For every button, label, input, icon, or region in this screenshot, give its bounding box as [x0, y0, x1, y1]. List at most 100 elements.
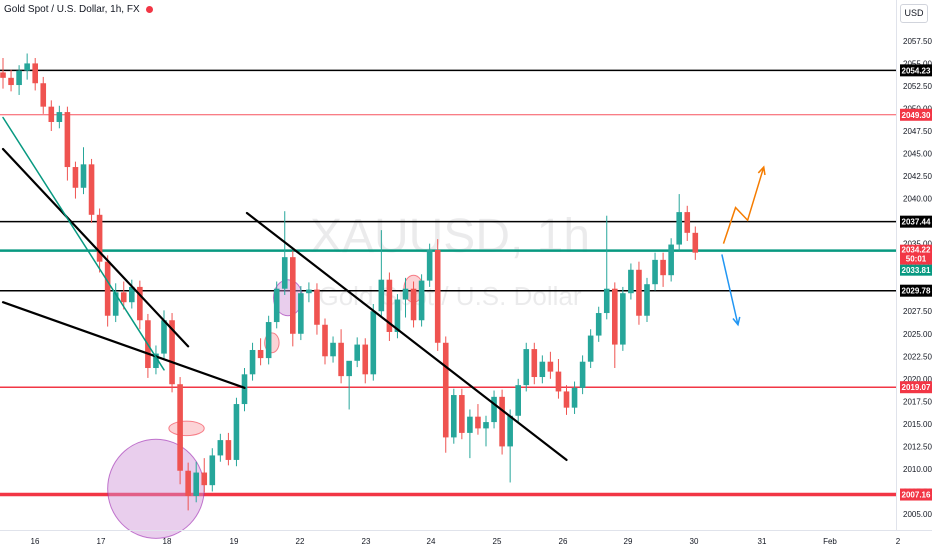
time-tick-label: 16	[31, 537, 40, 546]
trend-line[interactable]	[2, 116, 165, 371]
highlight-ellipse[interactable]	[168, 420, 205, 437]
candle-body	[88, 164, 95, 215]
candle-body	[652, 259, 658, 285]
candle-body	[354, 344, 360, 361]
candle-body	[612, 288, 618, 345]
trend-line[interactable]	[1, 147, 190, 348]
price-tick-label: 2047.50	[903, 127, 932, 136]
price-tick-label: 2055.00	[903, 59, 932, 68]
candle-body	[442, 342, 449, 438]
candle-body	[483, 422, 489, 429]
candle-body	[120, 292, 127, 303]
candle-body	[346, 360, 352, 377]
candle-body	[676, 212, 682, 245]
candle-body	[306, 289, 312, 294]
price-level-label: 2049.30	[902, 111, 931, 120]
currency-selector[interactable]: USD	[900, 4, 928, 23]
projection-path[interactable]	[722, 166, 765, 244]
low-price-label: 2033.81	[902, 266, 931, 275]
candle-body	[571, 387, 578, 408]
price-level-labels: 2054.23 2049.30 2037.44 2029.78 2019.07 2007.…	[900, 64, 932, 501]
projection-path[interactable]	[721, 254, 739, 325]
watermark-symbol: XAUUSD, 1h	[310, 210, 590, 263]
time-tick-label: 2	[896, 537, 901, 546]
candle-body	[169, 320, 175, 385]
time-tick-label: 30	[690, 537, 699, 546]
low-price-tag	[900, 264, 932, 276]
price-tick-label: 2012.50	[903, 442, 932, 451]
price-level-tag	[900, 108, 932, 121]
candle-body	[587, 335, 594, 362]
candle-body	[539, 361, 546, 378]
price-tick-label: 2010.00	[903, 465, 932, 474]
candle-body	[660, 259, 666, 276]
candle-body	[161, 320, 167, 354]
candle-body	[40, 83, 47, 107]
price-level-tag	[900, 488, 932, 501]
candle-body	[64, 112, 71, 168]
candle-body	[56, 112, 63, 122]
annotation-projections	[721, 165, 766, 327]
time-tick-label: Feb	[823, 537, 837, 546]
candle-body	[185, 470, 191, 496]
price-level-label: 2029.78	[902, 287, 931, 296]
candle-body	[330, 342, 336, 357]
price-level-label: 2019.07	[902, 383, 931, 392]
candle-body	[8, 77, 14, 86]
candle-body	[386, 279, 393, 332]
candle-body	[265, 322, 272, 359]
candle-body	[475, 416, 481, 429]
candle-body	[515, 385, 521, 416]
price-level-label: 2054.23	[902, 66, 931, 75]
candle-body	[628, 269, 634, 294]
time-tick-label: 17	[97, 537, 106, 546]
candle-body	[338, 342, 344, 377]
candle-body	[378, 279, 385, 312]
price-tick-label: 2042.50	[903, 172, 932, 181]
time-axis[interactable]: 16 17 18 19 22 23 24 25 26 29 30 31 Feb 2	[31, 537, 901, 546]
candle-body	[96, 214, 103, 262]
candle-body	[402, 288, 409, 300]
price-level-tag	[900, 284, 932, 297]
candle-body	[153, 353, 159, 369]
price-level-tag	[900, 381, 932, 394]
symbol-title[interactable]: Gold Spot / U.S. Dollar, 1h, FX	[4, 4, 154, 15]
candle-body	[193, 472, 199, 496]
time-tick-label: 25	[493, 537, 502, 546]
projection-arrowhead	[732, 316, 741, 327]
price-level-tag	[900, 64, 932, 77]
candle-body	[531, 349, 538, 378]
candle-body	[112, 292, 119, 316]
price-tick-label: 2025.00	[903, 330, 932, 339]
trend-lines	[1, 116, 568, 462]
trend-line[interactable]	[245, 211, 568, 462]
price-tick-label: 2057.50	[903, 37, 932, 46]
candle-body	[523, 349, 530, 386]
candle-body	[209, 455, 216, 486]
candle-body	[249, 349, 256, 375]
candle-body	[137, 286, 143, 321]
price-tick-label: 2040.00	[903, 195, 932, 204]
candle-body	[636, 269, 642, 316]
price-tick-label: 2020.00	[903, 375, 932, 384]
price-tick-label: 2027.50	[903, 307, 932, 316]
price-tick-label: 2035.00	[903, 240, 932, 249]
time-tick-label: 18	[163, 537, 172, 546]
candle-body	[451, 395, 457, 438]
time-tick-label: 29	[624, 537, 633, 546]
candle-body	[507, 415, 513, 447]
candle-body	[241, 374, 248, 405]
time-tick-label: 31	[758, 537, 767, 546]
price-level-label: 2007.16	[902, 491, 931, 500]
candle-body	[579, 361, 586, 388]
candles	[0, 53, 699, 511]
candle-body	[547, 361, 554, 372]
price-tick-label: 2052.50	[903, 82, 932, 91]
candle-body	[225, 440, 232, 460]
trend-line[interactable]	[1, 301, 246, 389]
candle-body	[684, 212, 691, 233]
candle-body	[595, 313, 602, 336]
